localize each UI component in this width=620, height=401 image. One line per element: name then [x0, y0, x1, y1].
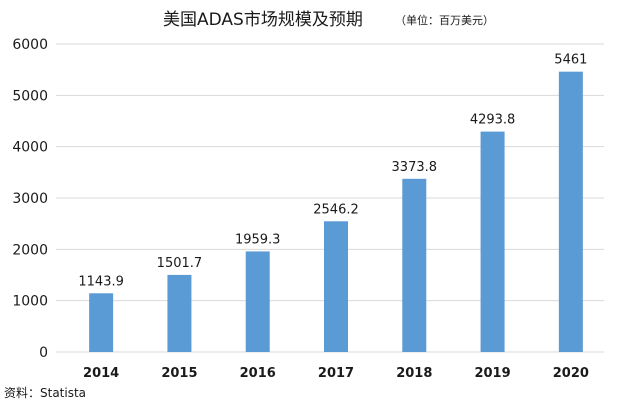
- y-tick-label: 5000: [12, 88, 48, 104]
- bar-value-label: 5461: [554, 53, 587, 68]
- x-tick-label: 2018: [396, 366, 432, 381]
- bars: [89, 71, 583, 352]
- y-tick-label: 2000: [12, 242, 48, 258]
- bar-value-label: 4293.8: [470, 113, 516, 128]
- x-tick-label: 2020: [553, 366, 589, 381]
- bar: [324, 221, 348, 352]
- chart-subtitle: （单位：百万美元）: [395, 13, 494, 27]
- bar: [558, 71, 583, 352]
- bar: [167, 274, 192, 352]
- y-tick-label: 4000: [12, 140, 48, 156]
- bar: [89, 293, 114, 352]
- y-tick-label: 3000: [12, 191, 48, 207]
- x-tick-label: 2017: [318, 366, 354, 381]
- bar: [480, 131, 505, 352]
- y-tick-label: 1000: [12, 294, 48, 310]
- bar: [245, 251, 270, 352]
- chart-title: 美国ADAS市场规模及预期: [163, 10, 363, 30]
- bar-value-label: 2546.2: [313, 202, 359, 217]
- bar: [402, 178, 427, 352]
- x-axis: 2014 2015 2016 2017 2018 2019 2020: [83, 366, 589, 381]
- bar-value-label: 1143.9: [78, 274, 124, 289]
- x-tick-label: 2019: [474, 366, 510, 381]
- y-tick-label: 0: [39, 345, 48, 361]
- y-tick-label: 6000: [12, 37, 48, 53]
- x-tick-label: 2015: [161, 366, 197, 381]
- y-axis: 0 1000 2000 3000 4000 5000 6000: [12, 37, 48, 361]
- x-tick-label: 2014: [83, 366, 119, 381]
- data-labels: 1143.9 1501.7 1959.3 2546.2 3373.8 4293.8 5461: [78, 53, 587, 290]
- bar-value-label: 3373.8: [392, 160, 438, 175]
- bar-value-label: 1501.7: [157, 256, 203, 271]
- source-note: 资料：Statista: [4, 386, 86, 400]
- x-tick-label: 2016: [240, 366, 276, 381]
- bar-value-label: 1959.3: [235, 232, 281, 247]
